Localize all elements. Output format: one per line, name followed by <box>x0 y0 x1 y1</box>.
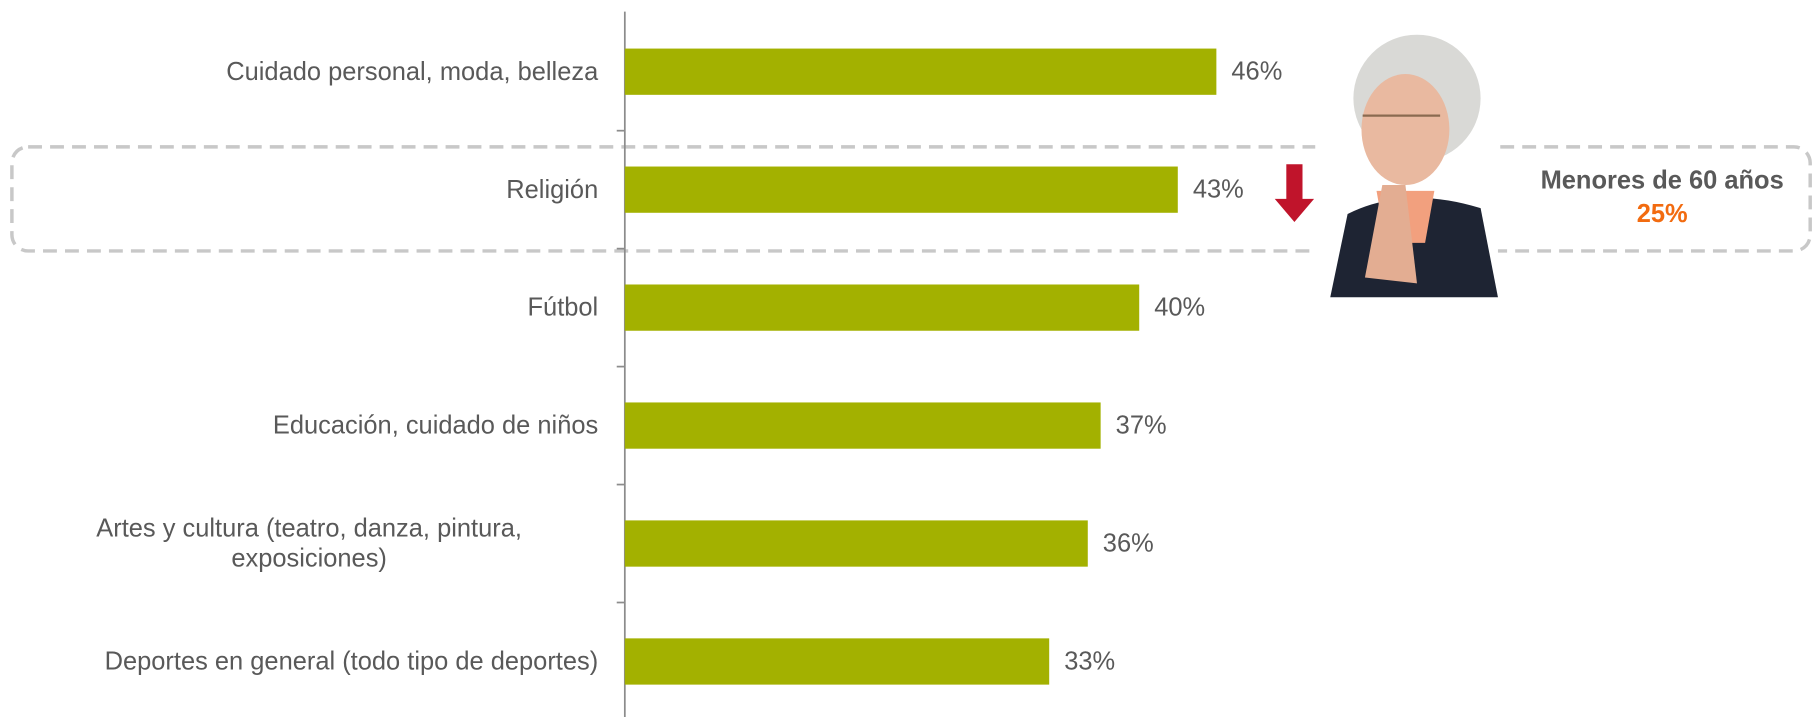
bar <box>624 638 1050 685</box>
category-label: Deportes en general (todo tipo de deport… <box>104 646 599 676</box>
bar <box>624 402 1101 449</box>
category-label-box: Religión <box>12 143 598 236</box>
value-label: 36% <box>1103 529 1154 557</box>
category-label-row: Fútbol <box>12 261 599 354</box>
highlight-box <box>10 145 1812 253</box>
value-label: 37% <box>1116 411 1167 439</box>
category-label-row: Educación, cuidado de niños <box>12 379 598 472</box>
category-label-row: Religión <box>12 143 598 236</box>
value-label: 33% <box>1064 647 1115 675</box>
photo <box>1315 34 1498 298</box>
category-label-row: Artes y cultura (teatro, danza, pintura,… <box>12 497 598 590</box>
down-arrow <box>1274 164 1315 223</box>
category-label-box: Fútbol <box>12 261 599 354</box>
annotation-value: 25% <box>1637 200 1688 228</box>
value-label: 46% <box>1231 58 1282 86</box>
bar <box>624 284 1140 331</box>
category-label-row: Cuidado personal, moda, belleza <box>12 25 598 118</box>
bar <box>624 48 1217 95</box>
category-label-box: Cuidado personal, moda, belleza <box>12 25 598 118</box>
category-label-box: Artes y cultura (teatro, danza, pintura,… <box>12 497 598 590</box>
annotation-label: Menores de 60 años <box>1541 166 1784 194</box>
category-label: Fútbol <box>527 292 599 322</box>
category-label-box: Educación, cuidado de niños <box>12 379 598 472</box>
category-label: Religión <box>506 174 599 204</box>
bar <box>624 166 1178 213</box>
category-label-row: Deportes en general (todo tipo de deport… <box>12 615 599 708</box>
category-label: Educación, cuidado de niños <box>272 410 599 440</box>
category-label-box: Deportes en general (todo tipo de deport… <box>12 615 599 708</box>
bar <box>624 520 1088 567</box>
category-label: Cuidado personal, moda, belleza <box>226 56 599 86</box>
value-label: 43% <box>1193 176 1244 204</box>
value-label: 40% <box>1154 293 1205 321</box>
category-label: Artes y cultura (teatro, danza, pintura,… <box>96 513 522 573</box>
